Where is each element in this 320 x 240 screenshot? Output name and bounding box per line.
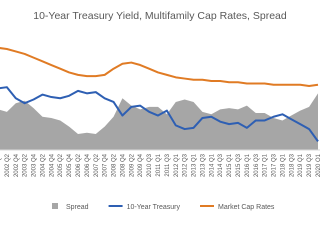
x-tick-label: 2003 Q2 [23,153,29,177]
x-tick-label: 2006 Q4 [85,153,91,177]
x-tick-label: 2011 Q3 [165,153,171,176]
legend-label: Spread [66,204,89,211]
x-tick-label: 2007 Q4 [103,153,109,177]
x-tick-label: 2015 Q1 [227,153,233,177]
x-tick-label: 2005 Q4 [67,153,73,177]
series-line [0,47,319,87]
series-line [0,86,319,142]
x-tick-label: 2014 Q1 [209,153,215,177]
x-tick-label: 2020 Q1 [316,153,320,177]
x-tick-label: 2011 Q1 [156,153,162,176]
x-tick-label: 2016 Q3 [254,153,260,177]
legend-label: 10-Year Treasury [127,204,181,211]
x-tick-label: 2018 Q3 [289,153,295,177]
chart: 10-Year Treasury Yield, Multifamily Cap … [0,0,320,214]
background [0,0,320,214]
x-tick-label: 2009 Q2 [129,153,135,177]
x-tick-label: 2019 Q3 [307,153,313,177]
x-tick-label: 2005 Q2 [58,153,64,177]
x-tick-label: 2009 Q4 [138,153,144,177]
legend-swatch [52,203,58,209]
spread-area [0,93,318,150]
x-tick-label: 2004 Q4 [49,153,55,177]
x-tick-label: 2010 Q3 [147,153,153,177]
chart-title: 10-Year Treasury Yield, Multifamily Cap … [33,10,287,22]
x-tick-label: 2002 Q4 [14,153,20,177]
x-tick-label: 2013 Q3 [200,153,206,177]
x-tick-label: 2008 Q2 [112,153,118,177]
x-tick-label: 2002 Q2 [5,153,11,177]
x-tick-label: 2017 Q1 [263,153,269,177]
x-tick-label: 2006 Q2 [76,153,82,177]
x-tick-label: 2012 Q1 [174,153,180,177]
x-tick-label: 2012 Q3 [183,153,189,177]
x-tick-label: 2016 Q1 [245,153,251,177]
x-tick-label: 2008 Q4 [120,153,126,177]
x-tick-label: 2019 Q1 [298,153,304,177]
x-tick-label: 2017 Q3 [272,153,278,177]
x-tick-label: 2014 Q3 [218,153,224,177]
x-tick-label: 2003 Q4 [32,153,38,177]
x-tick-label: 2007 Q2 [94,153,100,177]
x-tick-label: 2013 Q1 [192,153,198,177]
x-tick-label: 2015 Q3 [236,153,242,177]
x-tick-label: 2018 Q1 [280,153,286,177]
legend-label: Market Cap Rates [218,204,275,211]
x-tick-label: 2004 Q2 [40,153,46,177]
x-tick-label: 2001 Q4 [0,153,2,177]
